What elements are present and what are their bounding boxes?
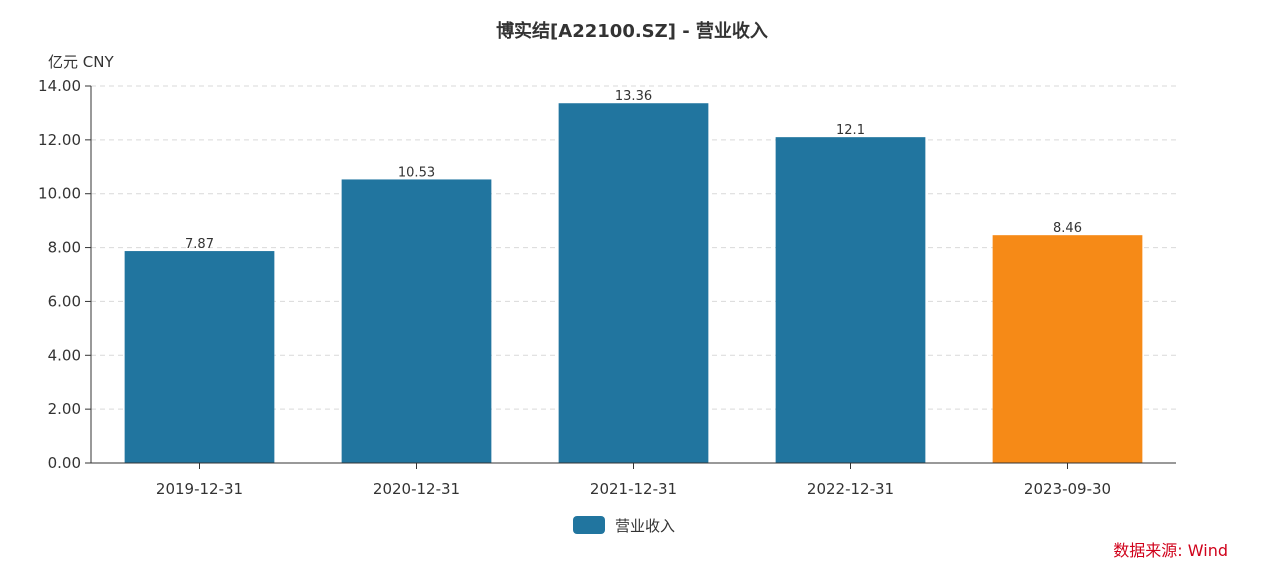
x-axis: 2019-12-31 2020-12-31 2021-12-31 2022-12-31…: [91, 462, 1176, 498]
x-tick-label: 2019-12-31: [156, 480, 243, 498]
y-tick-label: 0.00: [48, 454, 81, 472]
bar-series: 7.87 10.53 13.36 12.1 8.46: [124, 89, 1143, 463]
bar: [341, 179, 492, 463]
bar: [992, 235, 1143, 463]
bar: [124, 251, 275, 463]
legend-swatch: [573, 516, 605, 534]
x-tick-label: 2023-09-30: [1024, 480, 1111, 498]
data-source-label: 数据来源: Wind: [1113, 541, 1228, 560]
y-tick-label: 10.00: [38, 185, 81, 203]
bar-value-label: 13.36: [615, 89, 652, 104]
y-tick-label: 14.00: [38, 77, 81, 95]
bar-value-label: 7.87: [185, 237, 214, 252]
y-axis: 0.00 2.00 4.00 6.00 8.00 10.00 12.00 14.00: [38, 77, 92, 472]
x-tick-label: 2021-12-31: [590, 480, 677, 498]
x-tick-label: 2020-12-31: [373, 480, 460, 498]
bar-value-label: 12.1: [836, 123, 865, 138]
legend-label: 营业收入: [615, 517, 675, 535]
y-tick-label: 2.00: [48, 400, 81, 418]
bar-value-label: 10.53: [398, 165, 435, 180]
legend: 营业收入: [573, 516, 675, 535]
y-tick-label: 8.00: [48, 239, 81, 257]
bar: [558, 103, 709, 463]
bar-value-label: 8.46: [1053, 221, 1082, 236]
y-axis-unit-label: 亿元 CNY: [48, 53, 114, 71]
bar: [775, 137, 926, 463]
y-tick-label: 12.00: [38, 131, 81, 149]
y-tick-label: 4.00: [48, 346, 81, 364]
x-tick-label: 2022-12-31: [807, 480, 894, 498]
y-tick-label: 6.00: [48, 292, 81, 310]
chart-title: 博实结[A22100.SZ] - 营业收入: [496, 20, 768, 42]
